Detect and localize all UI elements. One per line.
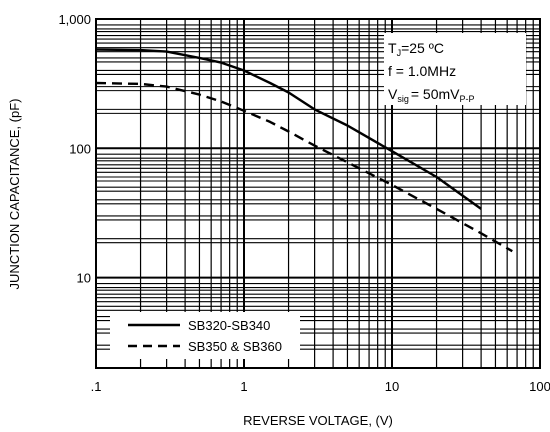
conditions-box-background [384, 33, 526, 105]
junction-temperature-note: TJ=25 ºC [388, 40, 444, 58]
grid [96, 19, 540, 368]
y-tick-label: 100 [69, 141, 91, 156]
y-tick-labels: 1,000 100 10 [58, 12, 91, 286]
y-tick-label: 1,000 [58, 12, 91, 27]
conditions-box: TJ=25 ºC f = 1.0MHz Vsig = 50mVP-P [384, 33, 526, 105]
x-tick-label: 1 [240, 379, 247, 394]
y-axis-title: JUNCTION CAPACITANCE, (pF) [7, 99, 22, 290]
y-tick-label: 10 [77, 271, 91, 286]
x-tick-label: .1 [91, 379, 102, 394]
legend-background [110, 312, 300, 359]
x-tick-label: 100 [529, 379, 550, 394]
x-tick-label: 10 [385, 379, 399, 394]
series-layer [95, 48, 513, 253]
legend-label-sb350-sb360: SB350 & SB360 [188, 339, 282, 354]
plot-frame [95, 18, 541, 369]
series-line-sb350-sb360 [95, 81, 513, 253]
x-tick-labels: .1 1 10 100 [91, 379, 550, 394]
frequency-note: f = 1.0MHz [388, 63, 456, 79]
legend-label-sb320-sb340: SB320-SB340 [188, 318, 270, 333]
series-line-sb320-sb340 [95, 48, 482, 210]
signal-voltage-note: Vsig = 50mVP-P [388, 86, 475, 104]
x-axis-title: REVERSE VOLTAGE, (V) [243, 413, 393, 428]
legend: SB320-SB340 SB350 & SB360 [110, 312, 300, 359]
